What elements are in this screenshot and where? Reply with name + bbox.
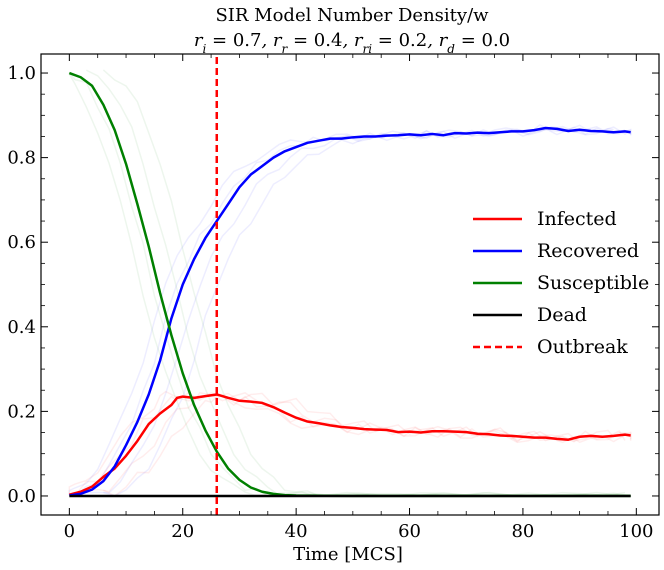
faint-trial-lines (68, 69, 632, 497)
trial-line (86, 69, 631, 497)
series-line-recovered (69, 126, 631, 497)
x-tick-label: 40 (285, 521, 308, 542)
trial-line (103, 124, 632, 497)
legend-label-outbreak: Outbreak (537, 336, 628, 358)
legend-label-dead: Dead (537, 304, 587, 326)
x-axis-label: Time [MCS] (293, 544, 403, 565)
trial-line (68, 72, 626, 497)
trial-line (68, 390, 615, 495)
x-tick-label: 0 (64, 521, 75, 542)
x-tick-label: 80 (511, 521, 534, 542)
y-tick-label: 0.2 (7, 401, 36, 422)
legend-label-recovered: Recovered (537, 240, 639, 262)
legend-label-infected: Infected (537, 208, 617, 230)
chart-subtitle: ri = 0.7, rr = 0.4, rri = 0.2, rd = 0.0 (194, 30, 510, 56)
trial-line (102, 69, 632, 497)
series-line-infected (69, 393, 631, 496)
y-tick-label: 0.6 (7, 232, 36, 253)
trial-line (69, 123, 626, 497)
legend-label-susceptible: Susceptible (537, 272, 649, 294)
y-tick-label: 0.8 (7, 148, 36, 169)
y-tick-label: 1.0 (7, 63, 36, 84)
x-tick-label: 20 (171, 521, 194, 542)
trial-line (86, 125, 632, 494)
chart-title: SIR Model Number Density/w (215, 5, 489, 26)
x-tick-label: 60 (398, 521, 421, 542)
y-tick-label: 0.4 (7, 317, 36, 338)
y-tick-label: 0.0 (7, 486, 36, 507)
axes: 0 20 40 60 80 100 0.0 0.2 0.4 0.6 0.8 1.0 (7, 53, 660, 542)
series-lines (68, 54, 631, 515)
legend: Infected Recovered Susceptible Dead Outbreak (473, 208, 649, 358)
x-tick-label: 100 (619, 521, 653, 542)
trial-line (86, 391, 632, 493)
